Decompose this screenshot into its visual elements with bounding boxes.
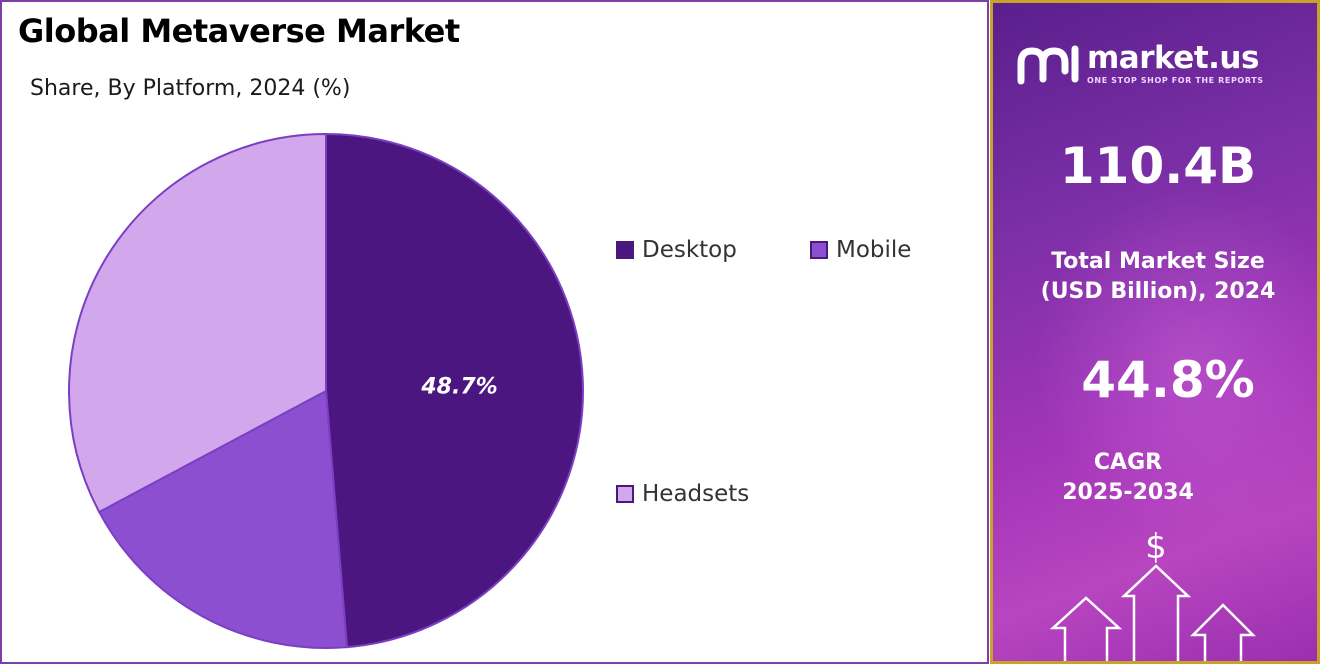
data-label-desktop: 48.7% [420,375,497,400]
legend-swatch-headsets [616,485,634,503]
growth-arrows-icon: $ [1049,527,1257,661]
chart-title: Global Metaverse Market [18,12,460,50]
summary-panel: market.us ONE STOP SHOP FOR THE REPORTS … [990,0,1320,664]
market-size-label-line1: Total Market Size [1051,249,1265,274]
cagr-value: 44.8% [1081,351,1255,409]
legend-item-desktop: Desktop [616,237,737,263]
brand-logo: market.us ONE STOP SHOP FOR THE REPORTS [1015,41,1264,87]
legend-label-mobile: Mobile [836,237,912,263]
dollar-icon: $ [1145,527,1167,567]
pie-slice-mobile [97,389,349,649]
legend-swatch-desktop [616,241,634,259]
legend-item-headsets: Headsets [616,481,749,507]
legend-label-desktop: Desktop [642,237,737,263]
background-glow [1033,183,1317,543]
chart-panel: Global Metaverse Market Share, By Platfo… [0,0,989,664]
market-size-value: 110.4B [1059,137,1257,195]
pie-slice-headsets [68,132,327,514]
cagr-label-line1: CAGR [1093,450,1163,475]
legend-swatch-mobile [810,241,828,259]
brand-tagline: ONE STOP SHOP FOR THE REPORTS [1087,76,1264,85]
cagr-label-line2: 2025-2034 [1062,480,1194,505]
legend-label-headsets: Headsets [642,481,750,507]
market-size-label-line2: (USD Billion), 2024 [1040,279,1276,304]
chart-subtitle: Share, By Platform, 2024 (%) [30,76,351,101]
market-us-logo-icon [1017,45,1079,85]
pie-slice-desktop [325,132,584,649]
pie-chart: 48.7% [68,132,584,649]
brand-name: market.us [1087,40,1259,76]
legend-item-mobile: Mobile [810,237,911,263]
